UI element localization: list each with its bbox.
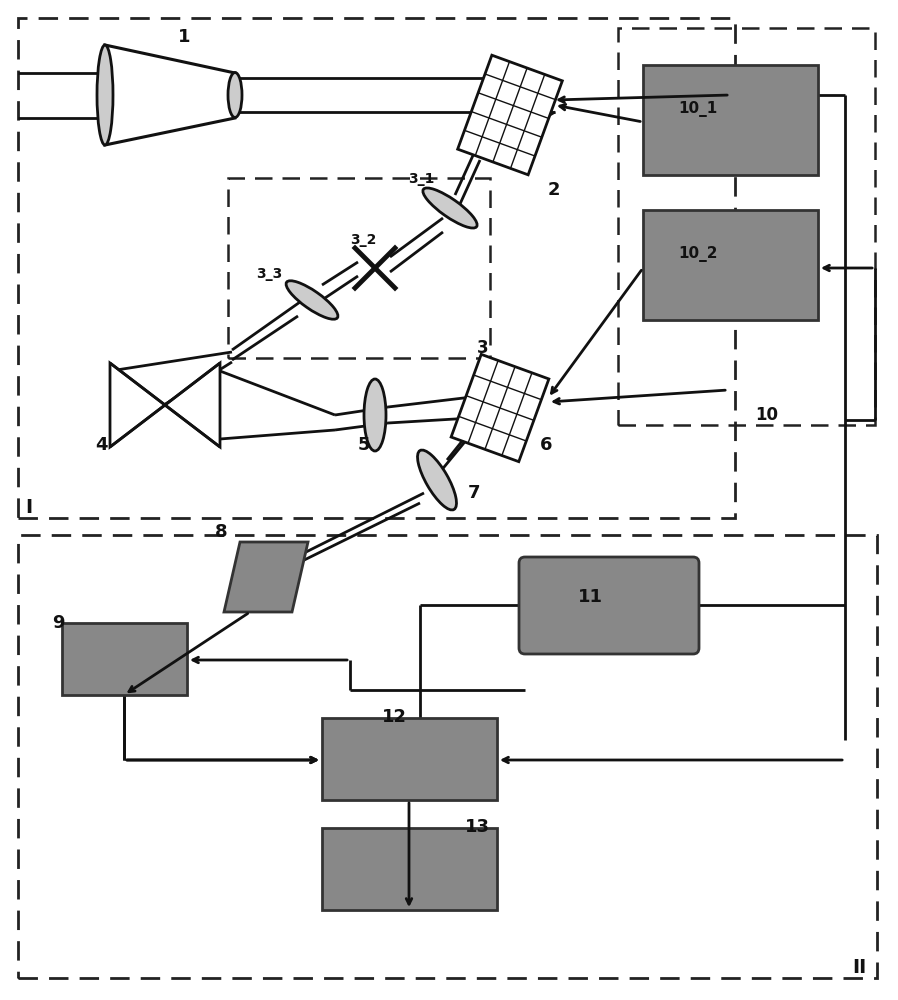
Bar	[18, 535, 877, 978]
Ellipse shape	[423, 188, 477, 228]
Text: 9: 9	[52, 614, 65, 632]
Polygon shape	[224, 542, 308, 612]
Text: 10_1: 10_1	[678, 101, 718, 117]
Ellipse shape	[286, 281, 338, 319]
Polygon shape	[458, 55, 562, 175]
FancyBboxPatch shape	[519, 557, 699, 654]
Text: 7: 7	[468, 484, 480, 502]
Bar	[228, 178, 490, 358]
Ellipse shape	[97, 45, 113, 145]
Text: 6: 6	[540, 436, 552, 454]
Bar	[618, 28, 875, 425]
Text: II: II	[852, 958, 867, 977]
Text: 4: 4	[95, 436, 108, 454]
Text: 12: 12	[382, 708, 407, 726]
Text: 8: 8	[215, 523, 227, 541]
Text: 3: 3	[477, 339, 489, 357]
Bar	[18, 18, 735, 518]
Bar	[322, 718, 497, 800]
Text: 1: 1	[178, 28, 190, 46]
Ellipse shape	[418, 450, 456, 510]
Bar	[62, 623, 187, 695]
Polygon shape	[110, 363, 165, 447]
Text: 11: 11	[578, 588, 603, 606]
Bar	[322, 828, 497, 910]
Polygon shape	[105, 45, 235, 145]
Text: 10_2: 10_2	[678, 246, 718, 262]
Text: 5: 5	[358, 436, 371, 454]
Text: I: I	[25, 498, 32, 517]
Text: 3_3: 3_3	[256, 267, 282, 281]
Bar	[643, 65, 818, 175]
Polygon shape	[451, 354, 549, 462]
Ellipse shape	[364, 379, 386, 451]
Text: 2: 2	[548, 181, 560, 199]
Text: 10: 10	[755, 406, 778, 424]
Polygon shape	[165, 363, 220, 447]
Text: 13: 13	[465, 818, 490, 836]
Text: 3_1: 3_1	[408, 172, 435, 186]
Ellipse shape	[228, 73, 242, 117]
Text: 3_2: 3_2	[350, 233, 376, 247]
Bar	[643, 210, 818, 320]
